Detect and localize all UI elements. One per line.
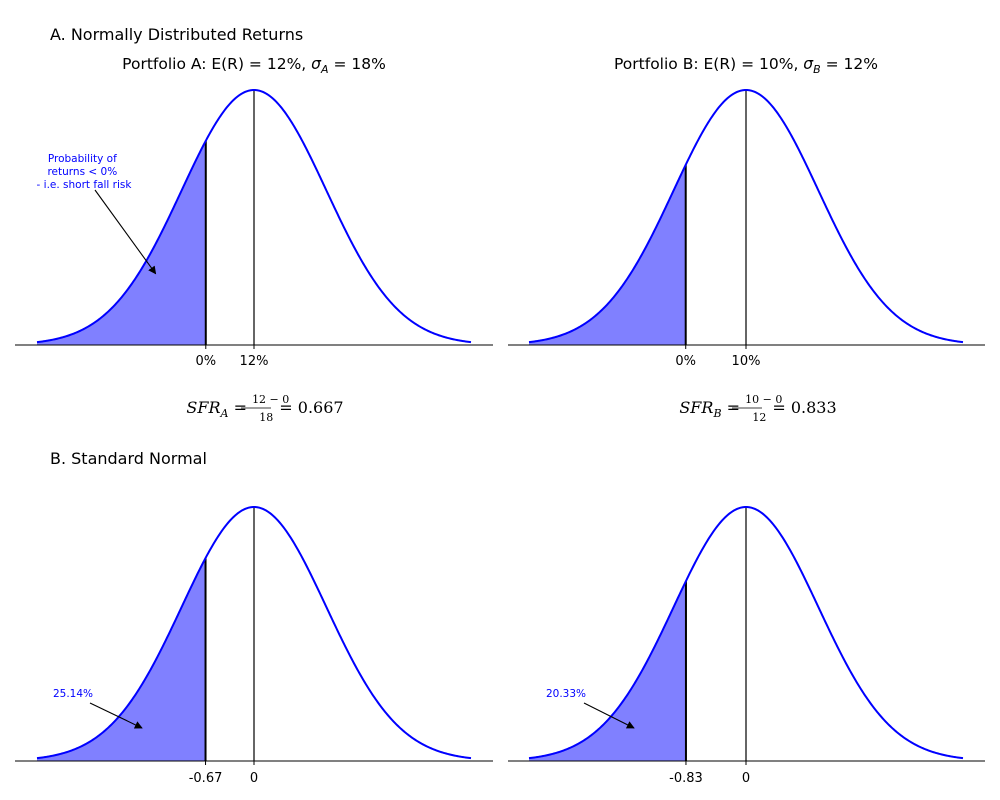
formula-a-denominator: 18 [259,411,273,424]
x-tick-label-panel-c: 0 [250,771,258,786]
panel-a-title-sigma: σ [311,55,322,73]
panel-b-title: Portfolio B: E(R) = 10%, σB = 12% [614,55,878,76]
shaded-area-panel-c [37,558,206,761]
panel-c-plot: -0.67 0 [15,505,493,786]
panel-a-title-prefix: Portfolio A: E(R) = 12%, [122,55,311,73]
panel-b-title-sigma: σ [803,55,814,73]
density-curve-panel-c [36,505,472,760]
section-b-title: B. Standard Normal [50,449,207,468]
formula-b-lhs: SFR [679,398,713,417]
formula-b-numerator: 10 − 0 [745,393,782,406]
x-tick-label-panel-d: -0.83 [669,771,703,786]
annotation-arrow-panel-c [89,702,143,729]
panel-a-plot: 0% 12% [15,88,493,369]
panel-a-annotation-line-3: - i.e. short fall risk [37,179,133,191]
formula-a-sub: A [220,407,229,420]
annotation-arrow-panel-d [583,702,635,729]
panel-b-title-sub: B [813,63,821,76]
panel-b-title-suffix: = 12% [821,55,878,73]
panel-b-formula: SFRB = 10 − 0 12= 0.833 [679,393,836,424]
panel-d-annotation: 20.33% [546,688,586,700]
panel-portfolio-b: Portfolio B: E(R) = 10%, σB = 12% 0% 10% … [508,55,985,424]
x-tick-label-panel-a: 12% [240,354,269,369]
x-tick-label-panel-c: -0.67 [189,771,223,786]
shaded-area-panel-b [529,164,686,345]
panel-d-plot: -0.83 0 [508,505,985,786]
formula-a-numerator: 12 − 0 [252,393,289,406]
panel-a-annotation: Probability of returns < 0% - i.e. short… [37,153,133,191]
x-tick-label-panel-b: 0% [675,354,696,369]
panel-a-title: Portfolio A: E(R) = 12%, σA = 18% [122,55,386,76]
panel-a-formula: SFRA = 12 − 0 18= 0.667 [186,393,343,424]
panel-a-title-suffix: = 18% [329,55,386,73]
density-curve-panel-b [528,88,964,344]
formula-b-denominator: 12 [752,411,766,424]
panel-a-annotation-line-2: returns < 0% [47,166,117,178]
panel-standard-normal-left: -0.67 0 25.14% [15,505,493,786]
density-curve-panel-a [36,88,472,344]
formula-a-lhs: SFR [186,398,220,417]
panel-b-title-prefix: Portfolio B: E(R) = 10%, [614,55,803,73]
annotation-arrow-panel-a [94,189,157,275]
panel-a-annotation-line-1: Probability of [48,153,117,165]
x-tick-label-panel-b: 10% [732,354,761,369]
panel-standard-normal-right: -0.83 0 20.33% [508,505,985,786]
panel-c-annotation: 25.14% [53,688,93,700]
shaded-area-panel-d [529,581,686,761]
section-a-title: A. Normally Distributed Returns [50,25,303,44]
shaded-area-panel-a [37,140,206,345]
x-tick-label-panel-d: 0 [742,771,750,786]
panel-portfolio-a: Portfolio A: E(R) = 12%, σA = 18% 0% 12% … [15,55,493,424]
formula-b-result: = 0.833 [772,398,836,417]
formula-b-sub: B [712,407,721,420]
x-tick-label-panel-a: 0% [195,354,216,369]
density-curve-panel-d [528,505,964,760]
panel-b-plot: 0% 10% [508,88,985,369]
panel-a-title-sub: A [320,63,329,76]
formula-a-result: = 0.667 [279,398,343,417]
